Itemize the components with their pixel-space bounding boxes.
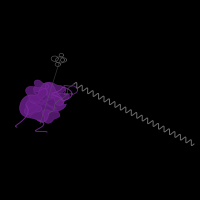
Polygon shape [26,86,48,104]
Polygon shape [20,82,66,122]
Polygon shape [51,92,69,105]
Polygon shape [33,80,49,92]
Polygon shape [42,110,60,123]
Polygon shape [46,83,65,98]
Polygon shape [24,101,42,114]
